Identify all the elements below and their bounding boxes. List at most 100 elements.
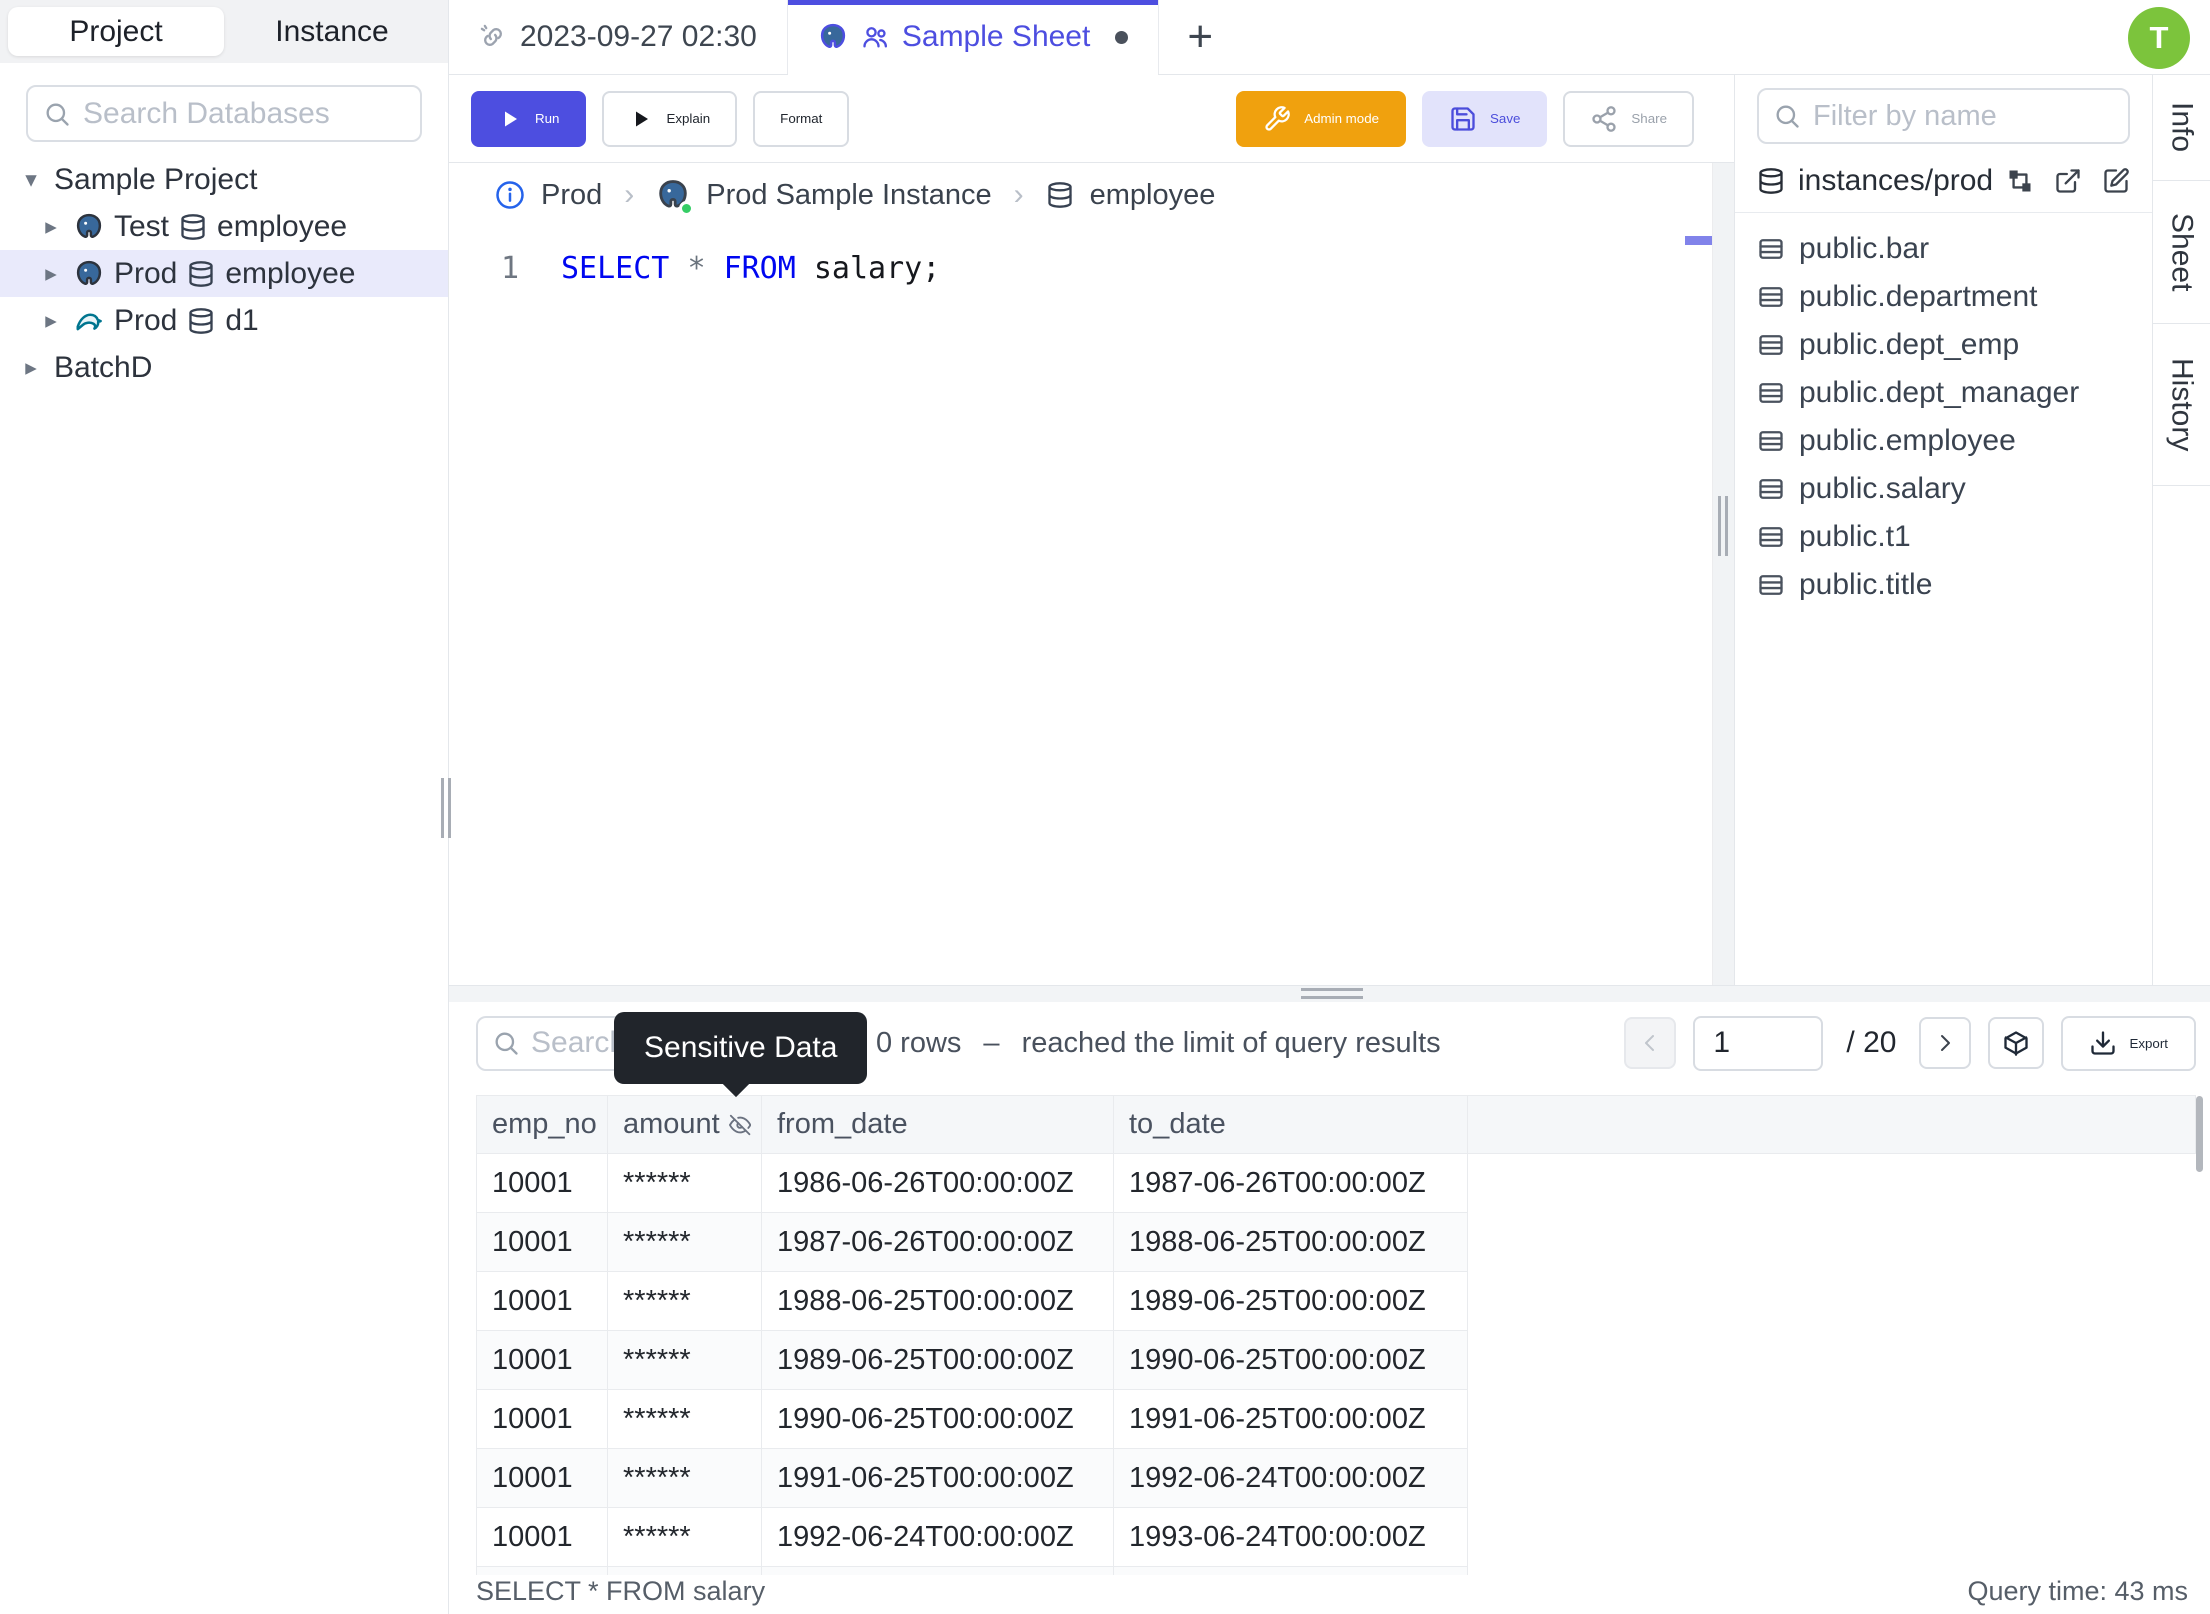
table-icon (1759, 239, 1783, 259)
cell-emp-no[interactable]: 10001 (476, 1154, 608, 1213)
sensitive-data-tooltip: Sensitive Data (614, 1012, 868, 1084)
table-item[interactable]: public.employee (1757, 417, 2130, 465)
database-search-input[interactable] (83, 96, 405, 131)
cell-to-date[interactable]: 1993-06-24T00:00:00Z (1114, 1508, 1468, 1567)
cell-from-date[interactable]: 1991-06-25T00:00:00Z (762, 1449, 1114, 1508)
tab-sheet[interactable]: Sheet (2153, 181, 2210, 324)
tree-db-prod-d1[interactable]: ▸ Prod d1 (0, 297, 448, 344)
tab-project[interactable]: Project (8, 7, 224, 56)
export-button[interactable]: Export (2061, 1015, 2196, 1071)
next-page-button[interactable] (1919, 1017, 1972, 1069)
right-panel-resize-handle[interactable] (1718, 496, 1728, 556)
explain-button[interactable]: Explain (602, 90, 738, 147)
sheet-tab-bar: 2023-09-27 02:30 Sample Sheet + T (449, 0, 2210, 75)
user-avatar[interactable]: T (2128, 7, 2190, 69)
cell-emp-no[interactable]: 10001 (476, 1213, 608, 1272)
format-button[interactable]: Format (753, 90, 850, 147)
wrench-icon (1265, 105, 1290, 131)
visualize-button[interactable] (1988, 1017, 2045, 1069)
table-name: public.dept_emp (1799, 328, 2020, 361)
results-scrollbar-thumb[interactable] (2196, 1096, 2203, 1172)
cell-from-date[interactable]: 1986-06-26T00:00:00Z (762, 1154, 1114, 1213)
cell-amount-masked[interactable]: ****** (608, 1508, 762, 1567)
table-item[interactable]: public.t1 (1757, 513, 2130, 561)
sql-operator: * (687, 251, 706, 286)
tab-history[interactable]: History (2153, 324, 2210, 486)
cell-from-date[interactable]: 1990-06-25T00:00:00Z (762, 1390, 1114, 1449)
editor-toolbar: Run Explain Format Admin mode (449, 75, 1734, 163)
table-item[interactable]: public.title (1757, 561, 2130, 609)
external-link-icon[interactable] (2054, 167, 2082, 195)
info-icon[interactable] (495, 180, 525, 210)
sidebar-resize-handle[interactable] (441, 778, 451, 838)
cell-from-date[interactable]: 1988-06-25T00:00:00Z (762, 1272, 1114, 1331)
table-item[interactable]: public.department (1757, 273, 2130, 321)
cell-to-date[interactable]: 1992-06-24T00:00:00Z (1114, 1449, 1468, 1508)
table-item[interactable]: public.dept_emp (1757, 321, 2130, 369)
tree-db-prod-employee[interactable]: ▸ Prod employee (0, 250, 448, 297)
caret-right-icon[interactable]: ▸ (45, 307, 57, 333)
caret-right-icon[interactable]: ▸ (45, 213, 57, 239)
format-label: Format (780, 111, 823, 126)
breadcrumb-database[interactable]: employee (1089, 178, 1216, 211)
cell-amount-masked[interactable]: ****** (608, 1213, 762, 1272)
cell-emp-no[interactable]: 10001 (476, 1449, 608, 1508)
breadcrumb-instance[interactable]: Prod Sample Instance (706, 178, 992, 211)
tab-sheet-datetime[interactable]: 2023-09-27 02:30 (449, 0, 788, 74)
eye-off-icon[interactable] (728, 1112, 751, 1138)
sql-statement: SELECT * FROM salary; (561, 251, 940, 286)
line-number: 1 (500, 251, 519, 286)
sql-code-editor[interactable]: 1 SELECT * FROM salary; (449, 227, 1712, 985)
caret-down-icon[interactable]: ▾ (25, 166, 37, 192)
run-button[interactable]: Run (471, 90, 587, 147)
table-filter-input[interactable] (1813, 99, 2114, 133)
column-header-to-date[interactable]: to_date (1114, 1095, 1468, 1154)
edit-sheet-icon[interactable] (2102, 167, 2130, 195)
cell-to-date[interactable]: 1989-06-25T00:00:00Z (1114, 1272, 1468, 1331)
share-button[interactable]: Share (1563, 90, 1694, 147)
cell-amount-masked[interactable]: ****** (608, 1331, 762, 1390)
cell-amount-masked[interactable]: ****** (608, 1449, 762, 1508)
chevron-right-icon (1941, 1035, 1951, 1051)
cell-to-date[interactable]: 1991-06-25T00:00:00Z (1114, 1390, 1468, 1449)
tab-instance[interactable]: Instance (275, 14, 389, 48)
prev-page-button[interactable] (1624, 1017, 1677, 1069)
column-header-from-date[interactable]: from_date (762, 1095, 1114, 1154)
tree-db-test-employee[interactable]: ▸ Test employee (0, 203, 448, 250)
caret-right-icon[interactable]: ▸ (25, 354, 37, 380)
page-number-input[interactable] (1693, 1015, 1824, 1071)
table-item[interactable]: public.bar (1757, 225, 2130, 273)
breadcrumb-environment[interactable]: Prod (541, 178, 603, 211)
new-tab-button[interactable]: + (1187, 12, 1214, 61)
schema-diagram-icon[interactable] (2006, 167, 2034, 195)
column-header-emp-no[interactable]: emp_no (476, 1095, 608, 1154)
cell-from-date[interactable]: 1989-06-25T00:00:00Z (762, 1331, 1114, 1390)
database-search[interactable] (26, 85, 422, 142)
cell-emp-no[interactable]: 10001 (476, 1272, 608, 1331)
cell-amount-masked[interactable]: ****** (608, 1272, 762, 1331)
cell-amount-masked[interactable]: ****** (608, 1390, 762, 1449)
cell-emp-no[interactable]: 10001 (476, 1331, 608, 1390)
cell-from-date[interactable]: 1987-06-26T00:00:00Z (762, 1213, 1114, 1272)
table-filter[interactable] (1757, 88, 2130, 144)
cell-to-date[interactable]: 1987-06-26T00:00:00Z (1114, 1154, 1468, 1213)
cell-from-date[interactable]: 1992-06-24T00:00:00Z (762, 1508, 1114, 1567)
tab-info[interactable]: Info (2153, 75, 2210, 181)
cell-emp-no[interactable]: 10001 (476, 1508, 608, 1567)
table-item[interactable]: public.dept_manager (1757, 369, 2130, 417)
cell-to-date[interactable]: 1988-06-25T00:00:00Z (1114, 1213, 1468, 1272)
db-label: employee (225, 256, 356, 290)
cell-emp-no[interactable]: 10001 (476, 1390, 608, 1449)
caret-right-icon[interactable]: ▸ (45, 260, 57, 286)
cell-to-date[interactable]: 1990-06-25T00:00:00Z (1114, 1331, 1468, 1390)
column-header-amount[interactable]: amount (608, 1095, 762, 1154)
tree-project-sample[interactable]: ▾ Sample Project (0, 156, 448, 203)
admin-mode-button[interactable]: Admin mode (1236, 90, 1407, 147)
cell-amount-masked[interactable]: ****** (608, 1154, 762, 1213)
sql-identifier: salary; (813, 251, 941, 286)
results-resize-handle[interactable] (1301, 988, 1363, 999)
tab-sheet-sample[interactable]: Sample Sheet (787, 0, 1160, 75)
save-button[interactable]: Save (1422, 90, 1548, 147)
table-item[interactable]: public.salary (1757, 465, 2130, 513)
tree-project-batchd[interactable]: ▸ BatchD (0, 344, 448, 391)
